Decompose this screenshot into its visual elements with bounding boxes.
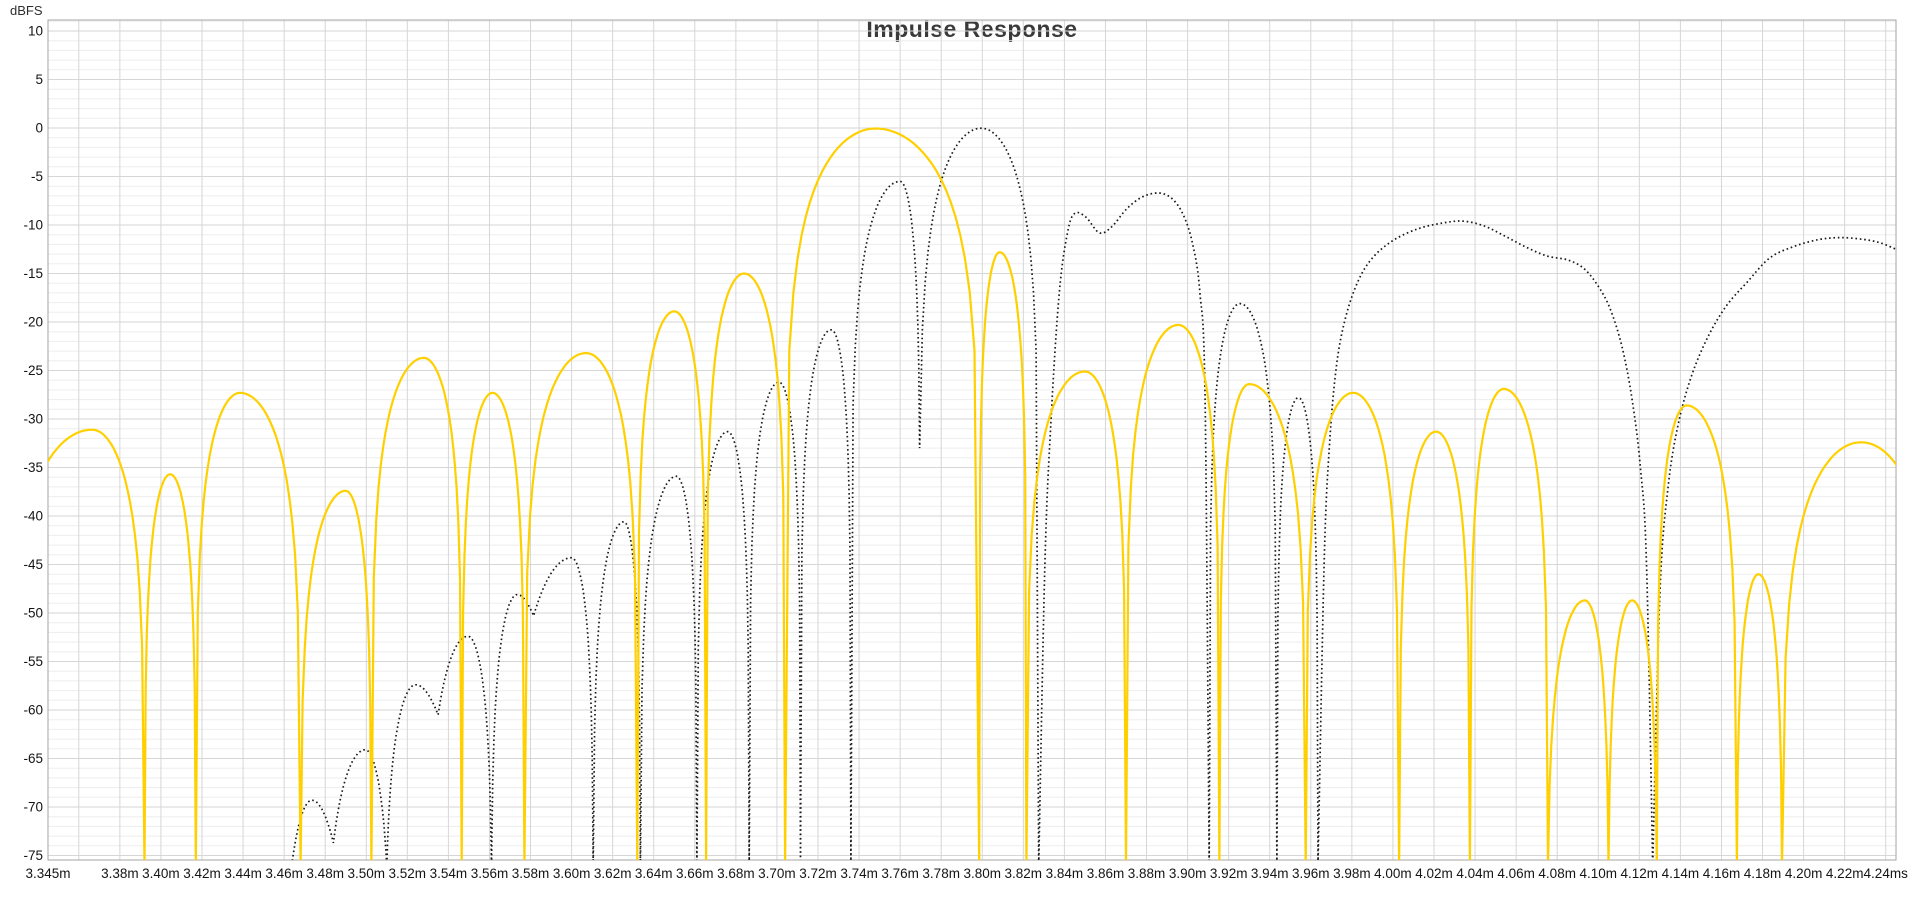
y-axis-unit-label: dBFS	[10, 3, 43, 18]
x-tick-label: 3.62m	[594, 866, 632, 881]
y-tick-label: 0	[35, 121, 43, 136]
x-tick-label: 3.98m	[1333, 866, 1371, 881]
x-tick-label: 3.50m	[348, 866, 386, 881]
x-tick-label: 4.16m	[1703, 866, 1741, 881]
x-tick-label: 4.14m	[1662, 866, 1700, 881]
y-tick-label: -15	[23, 266, 43, 281]
y-tick-label: -20	[23, 315, 43, 330]
x-tick-label: 3.46m	[265, 866, 303, 881]
x-tick-label: 4.10m	[1580, 866, 1618, 881]
y-tick-label: -40	[23, 509, 43, 524]
legend: 2: Measurement R -101.9 dBFS 5: Simulati…	[0, 889, 1920, 919]
x-tick-label: 3.82m	[1005, 866, 1043, 881]
x-tick-label: 3.80m	[964, 866, 1002, 881]
x-tick-label: 3.94m	[1251, 866, 1289, 881]
x-tick-label: 3.78m	[922, 866, 960, 881]
y-tick-label: -45	[23, 557, 43, 572]
x-tick-label: 3.60m	[553, 866, 591, 881]
x-tick-label: 4.00m	[1374, 866, 1412, 881]
y-tick-label: -65	[23, 751, 43, 766]
y-tick-label: -10	[23, 218, 43, 233]
y-tick-label: 5	[35, 72, 43, 87]
x-tick-label: 3.96m	[1292, 866, 1330, 881]
x-tick-label: 3.76m	[881, 866, 919, 881]
y-tick-label: -35	[23, 460, 43, 475]
x-tick-label: 3.38m	[101, 866, 139, 881]
x-tick-label: 3.54m	[430, 866, 468, 881]
x-tick-label: 3.70m	[758, 866, 796, 881]
x-tick-label: 3.44m	[224, 866, 262, 881]
curves	[48, 127, 1896, 860]
x-tick-label: 4.02m	[1415, 866, 1453, 881]
x-tick-label: 3.68m	[717, 866, 755, 881]
x-tick-label: 3.72m	[799, 866, 837, 881]
y-tick-label: -50	[23, 606, 43, 621]
x-tick-label: 4.12m	[1621, 866, 1659, 881]
y-tick-label: -25	[23, 363, 43, 378]
x-tick-label: 3.56m	[471, 866, 509, 881]
x-tick-label: 3.64m	[635, 866, 673, 881]
gridlines	[48, 20, 1896, 860]
y-tick-label: -70	[23, 800, 43, 815]
x-tick-label: 4.22m	[1826, 866, 1864, 881]
x-tick-label: 3.92m	[1210, 866, 1248, 881]
x-tick-label: 4.18m	[1744, 866, 1782, 881]
x-tick-label: 3.52m	[389, 866, 427, 881]
x-tick-label: 3.40m	[142, 866, 180, 881]
x-axis-tick-labels: 3.345m 3.38m 3.40m 3.42m 3.44m 3.46m 3.48m 3.50…	[25, 866, 1908, 881]
x-tick-label: 4.20m	[1785, 866, 1823, 881]
y-tick-label: -30	[23, 412, 43, 427]
y-tick-label: -5	[31, 169, 43, 184]
x-tick-label: 3.86m	[1087, 866, 1125, 881]
x-tick-label: 3.84m	[1046, 866, 1084, 881]
x-tick-label: 4.04m	[1456, 866, 1494, 881]
plot-frame	[47, 19, 1897, 861]
y-tick-label: -55	[23, 654, 43, 669]
y-tick-label: -60	[23, 703, 43, 718]
x-tick-label: 3.345m	[25, 866, 70, 881]
x-tick-label: 3.58m	[512, 866, 550, 881]
y-tick-label: 10	[28, 24, 43, 39]
x-tick-label: 4.08m	[1538, 866, 1576, 881]
x-tick-label: 3.48m	[306, 866, 344, 881]
x-tick-label: 4.24ms	[1864, 866, 1909, 881]
x-tick-label: 3.42m	[183, 866, 221, 881]
y-tick-label: -75	[23, 848, 43, 863]
y-axis-tick-labels: 10 5 0 -5 -10 -15 -20 -25 -30 -35 -40 -45 -50 -55 -60 -…	[23, 24, 43, 864]
x-tick-label: 3.66m	[676, 866, 714, 881]
x-tick-label: 3.90m	[1169, 866, 1207, 881]
x-tick-label: 4.06m	[1497, 866, 1535, 881]
simulation-curve	[48, 127, 1896, 860]
x-tick-label: 3.74m	[840, 866, 878, 881]
x-tick-label: 3.88m	[1128, 866, 1166, 881]
